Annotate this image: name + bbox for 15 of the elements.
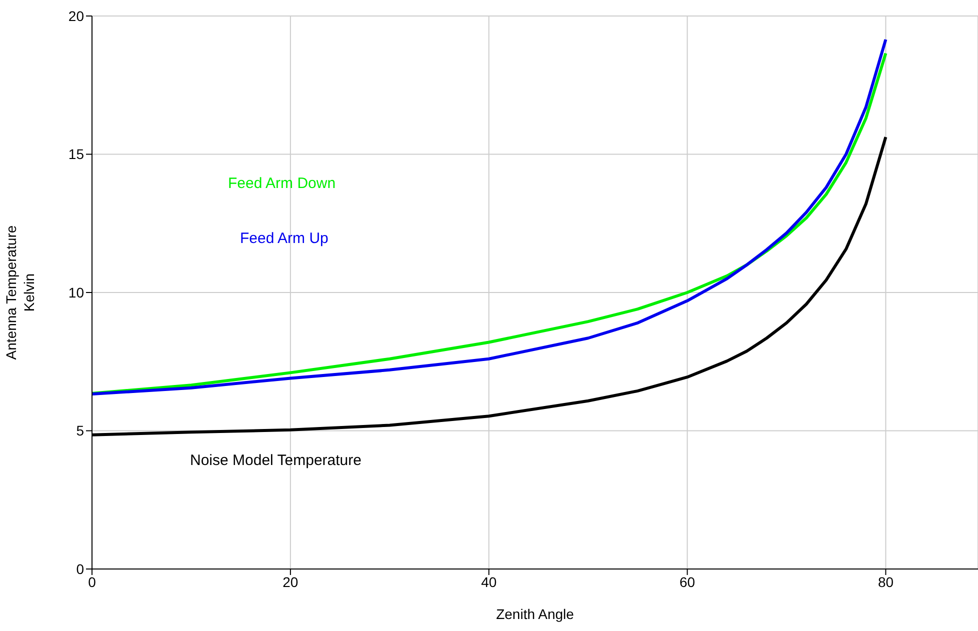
y-tick-label: 5 [76, 422, 84, 439]
x-tick-label: 60 [680, 574, 696, 590]
y-tick-label: 10 [68, 284, 84, 300]
x-tick-label: 40 [481, 574, 497, 590]
text: Feed Arm Up [240, 230, 328, 247]
x-axis-title: Zenith Angle [496, 606, 574, 622]
y-axis-title: Antenna Temperature Kelvin [3, 225, 37, 360]
text: Feed Arm Down [228, 175, 336, 192]
y-tick-label: 15 [68, 146, 84, 162]
x-tick-label: 0 [88, 574, 96, 590]
x-tick-label: 20 [282, 574, 298, 590]
x-tick-label: 80 [878, 574, 894, 590]
y-tick-label: 20 [68, 8, 84, 24]
series-label: Noise Model Temperature [190, 452, 362, 469]
y-tick-label: 0 [76, 560, 84, 577]
